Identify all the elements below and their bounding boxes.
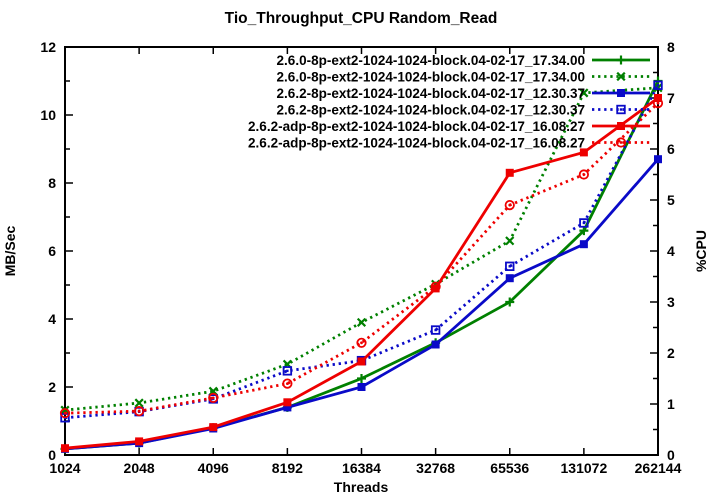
x-axis-label: Threads <box>334 479 389 495</box>
square-open-marker <box>653 80 663 90</box>
y2-axis-label: %CPU <box>693 230 709 272</box>
y-tick-label: 10 <box>40 107 56 123</box>
legend-item-label: 2.6.2-adp-8p-ext2-1024-1024-block.04-02-… <box>248 135 585 150</box>
cross-marker <box>505 236 515 246</box>
square-filled-marker <box>617 89 625 97</box>
square-filled-marker <box>357 383 366 391</box>
circle-open-marker <box>504 200 515 211</box>
square-filled-marker <box>61 444 69 453</box>
square-filled-marker <box>209 423 218 432</box>
y2-tick-label: 1 <box>667 396 675 412</box>
y2-tick-label: 4 <box>667 243 675 259</box>
square-open-marker <box>579 218 589 228</box>
circle-open-marker <box>578 169 589 180</box>
cross-marker <box>579 88 589 98</box>
plot-area: 1024 2048 4096 8192 16384 32768 65536 131072 262… <box>40 39 681 476</box>
legend-item-2: 2.6.2-8p-ext2-1024-1024-block.04-02-17_1… <box>277 86 650 101</box>
circle-open-marker <box>615 137 627 148</box>
x-tick-label: 32768 <box>416 460 455 476</box>
series-4 <box>61 94 662 453</box>
legend-item-label: 2.6.2-8p-ext2-1024-1024-block.04-02-17_1… <box>277 102 585 117</box>
plus-marker <box>616 55 626 65</box>
circle-open-marker <box>134 406 145 417</box>
square-open-marker <box>430 325 441 335</box>
y2-tick-label: 5 <box>667 192 675 208</box>
x-tick-label: 16384 <box>342 460 381 476</box>
x-tick-label: 1024 <box>49 460 80 476</box>
square-filled-marker <box>357 357 366 366</box>
circle-open-marker <box>59 408 71 419</box>
series-5 <box>59 98 664 419</box>
legend-item-label: 2.6.0-8p-ext2-1024-1024-block.04-02-17_1… <box>277 53 585 68</box>
y-tick-label: 8 <box>48 175 56 191</box>
legend-item-0: 2.6.0-8p-ext2-1024-1024-block.04-02-17_1… <box>277 53 650 68</box>
y2-tick-label: 8 <box>667 39 675 55</box>
cross-marker <box>356 317 367 327</box>
circle-open-marker <box>356 337 367 348</box>
y-tick-label: 6 <box>48 243 56 259</box>
cross-marker <box>616 71 626 82</box>
x-tick-label: 131072 <box>561 460 608 476</box>
x-tick-label: 4096 <box>198 460 229 476</box>
square-filled-marker <box>654 155 662 164</box>
plus-marker <box>357 374 366 383</box>
square-filled-marker <box>579 148 588 157</box>
legend-item-label: 2.6.2-8p-ext2-1024-1024-block.04-02-17_1… <box>277 86 585 101</box>
square-filled-marker <box>431 340 440 349</box>
x-tick-label: 8192 <box>272 460 303 476</box>
y2-tick-label: 3 <box>667 294 675 310</box>
legend-item-3: 2.6.2-8p-ext2-1024-1024-block.04-02-17_1… <box>277 102 650 117</box>
chart-title: Tio_Throughput_CPU Random_Read <box>225 10 498 27</box>
square-filled-marker <box>283 398 292 407</box>
y2-tick-label: 0 <box>667 447 675 463</box>
x-tick-label: 65536 <box>490 460 529 476</box>
circle-open-marker <box>282 378 293 389</box>
square-filled-marker <box>135 437 144 446</box>
circle-open-marker <box>430 281 441 292</box>
circle-open-marker <box>208 392 219 403</box>
cross-marker <box>134 398 144 408</box>
y-axis-label: MB/Sec <box>2 226 18 277</box>
x-tick-label: 2048 <box>124 460 155 476</box>
legend: 2.6.0-8p-ext2-1024-1024-block.04-02-17_1… <box>248 53 650 150</box>
square-filled-marker <box>505 274 514 283</box>
circle-open-marker <box>652 98 664 109</box>
cross-marker <box>60 405 70 415</box>
plus-marker <box>505 297 515 307</box>
square-filled-marker <box>617 122 625 130</box>
legend-item-label: 2.6.2-adp-8p-ext2-1024-1024-block.04-02-… <box>248 119 585 134</box>
x-tick-label: 262144 <box>635 460 682 476</box>
y2-tick-label: 6 <box>667 141 675 157</box>
y2-tick-label: 7 <box>667 90 675 106</box>
y2-tick-label: 2 <box>667 345 675 361</box>
square-filled-marker <box>579 240 588 249</box>
legend-item-5: 2.6.2-adp-8p-ext2-1024-1024-block.04-02-… <box>248 135 650 150</box>
square-open-marker <box>505 261 515 271</box>
square-filled-marker <box>283 403 292 412</box>
square-open-marker <box>616 104 626 115</box>
square-open-marker <box>282 366 293 376</box>
legend-item-4: 2.6.2-adp-8p-ext2-1024-1024-block.04-02-… <box>248 119 650 134</box>
legend-item-label: 2.6.0-8p-ext2-1024-1024-block.04-02-17_1… <box>277 69 585 84</box>
y-tick-label: 12 <box>40 39 56 55</box>
square-filled-marker <box>431 284 440 293</box>
y-tick-label: 0 <box>48 447 56 463</box>
y-tick-label: 4 <box>48 311 56 327</box>
legend-item-1: 2.6.0-8p-ext2-1024-1024-block.04-02-17_1… <box>277 69 650 84</box>
y-tick-label: 2 <box>48 379 56 395</box>
square-filled-marker <box>505 168 514 177</box>
